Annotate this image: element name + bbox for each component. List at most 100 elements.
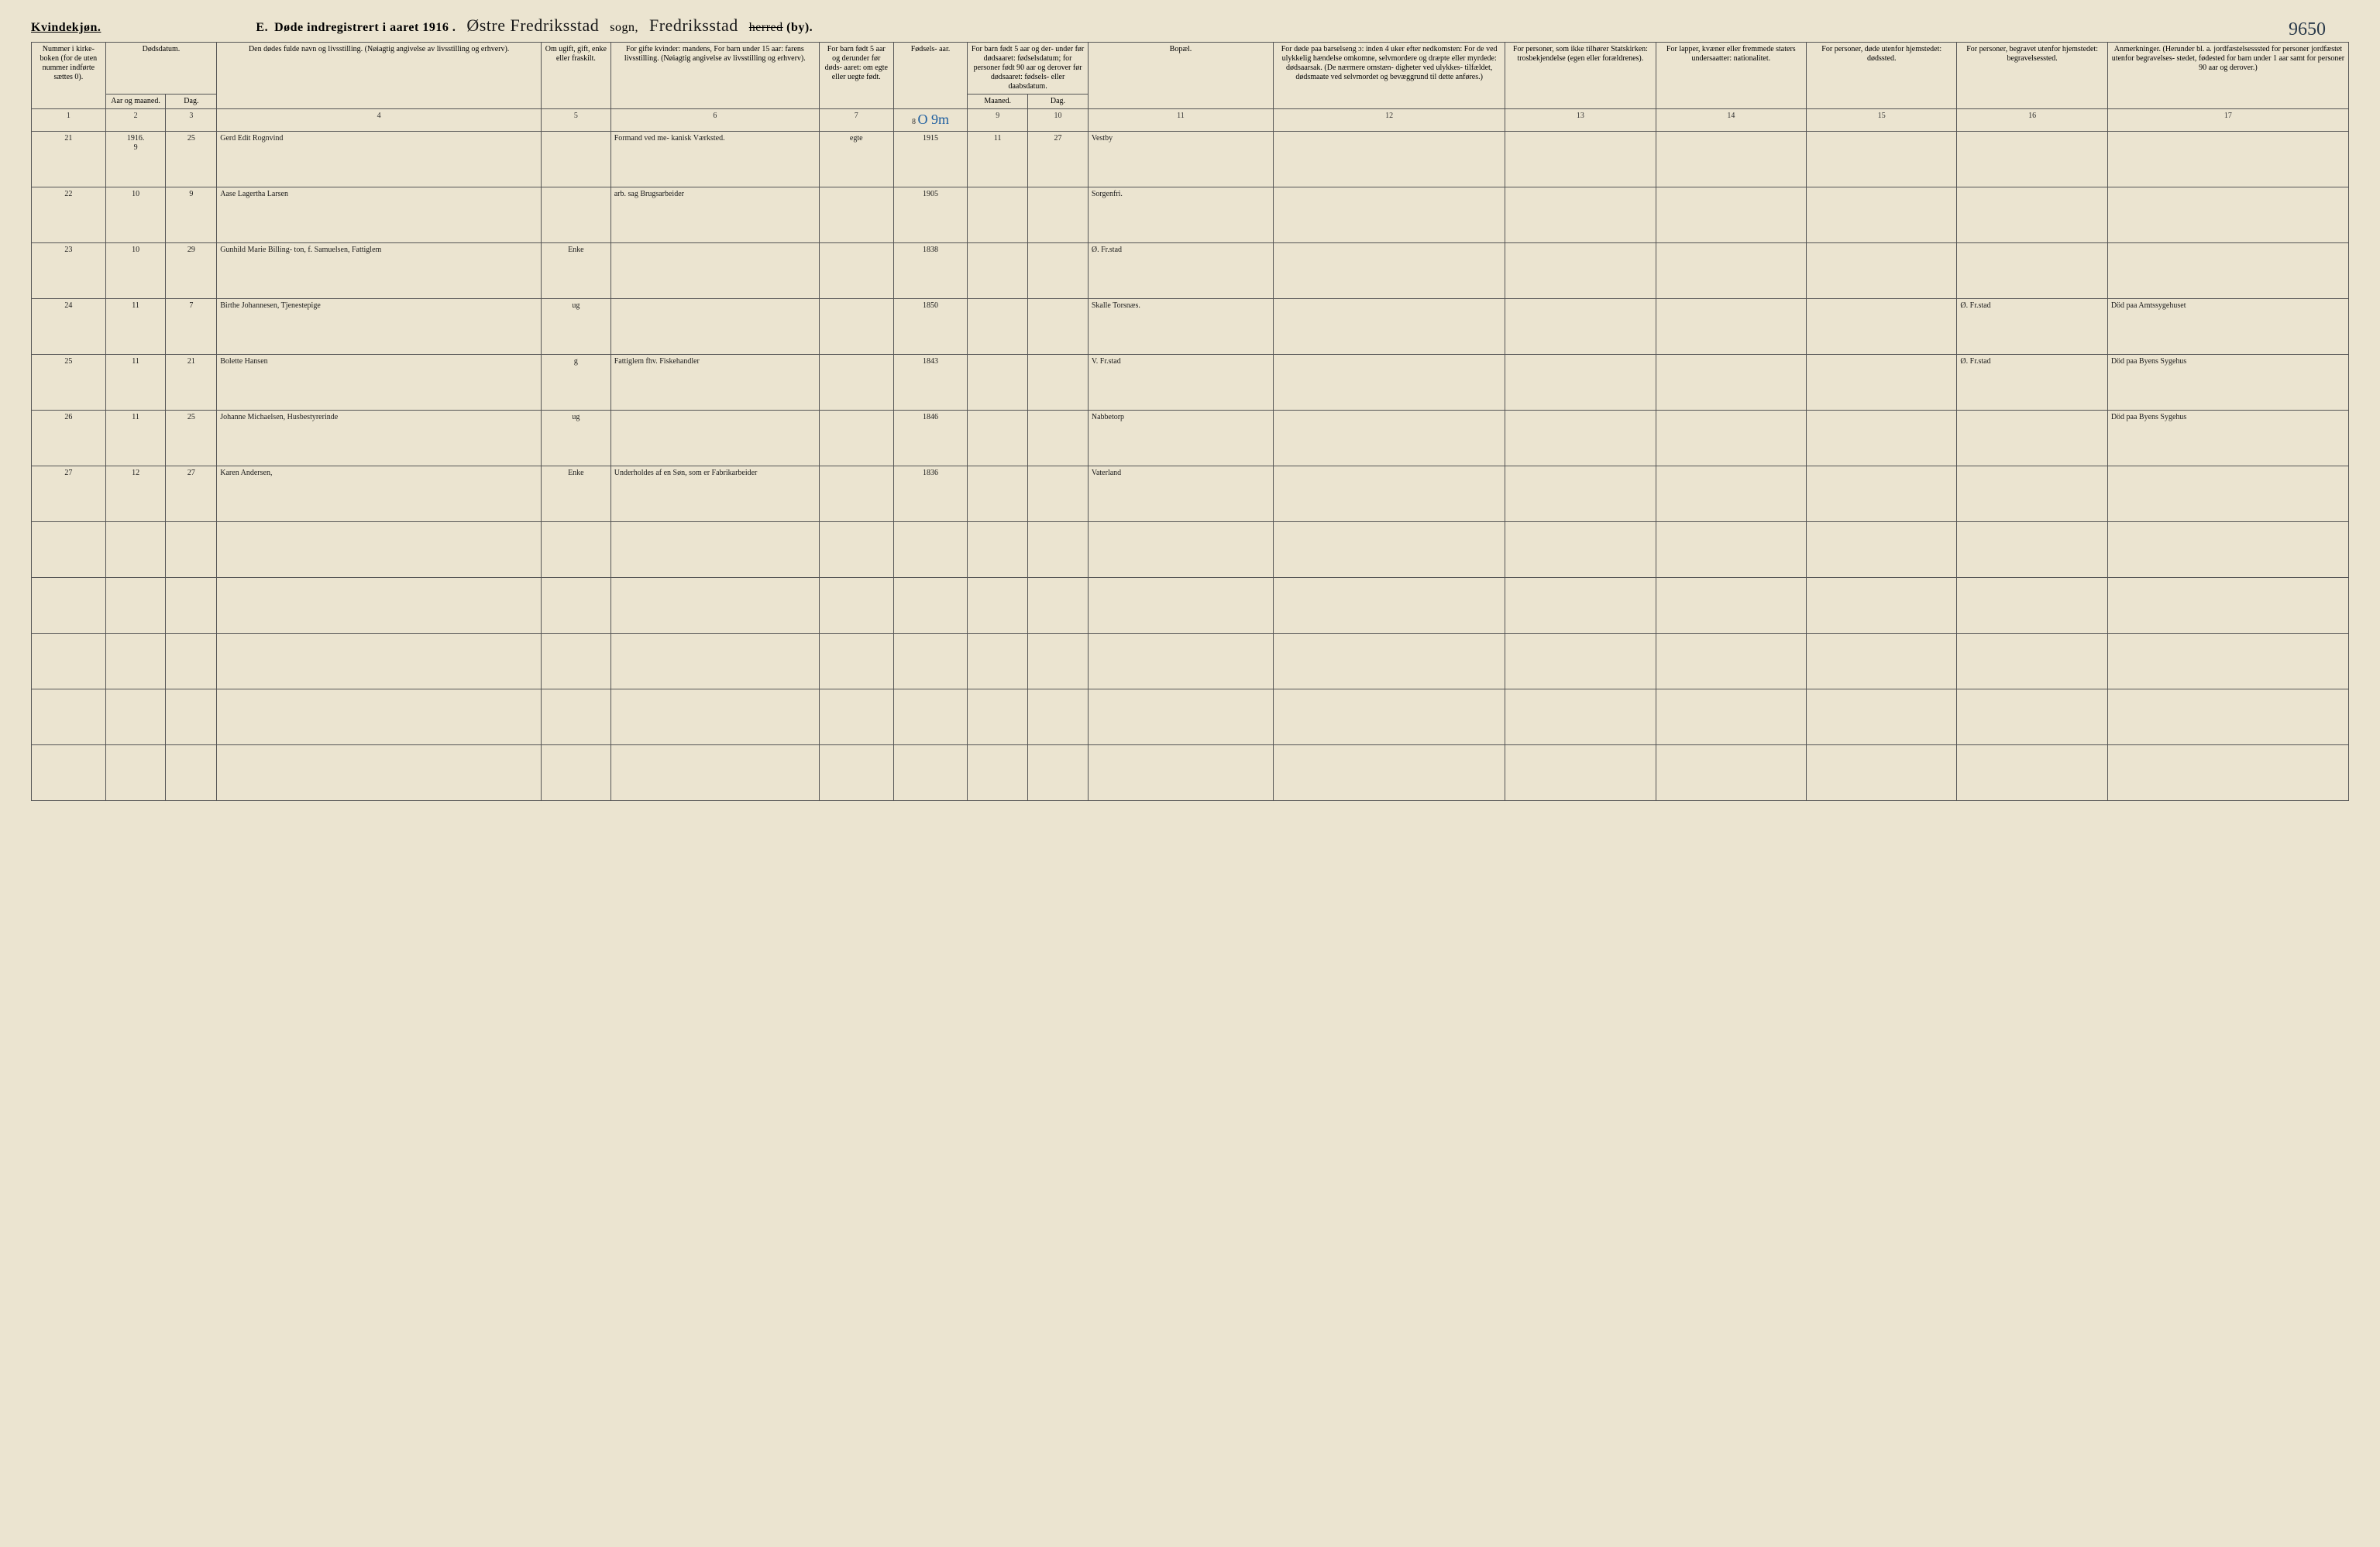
- cell-12: [1274, 131, 1505, 187]
- cell-empty: [1505, 744, 1656, 800]
- cell-empty: [2107, 689, 2348, 744]
- blue-annotation: O 9m: [917, 112, 949, 127]
- colnum: 16: [1957, 109, 2107, 132]
- col-header-7: For barn født 5 aar og derunder før døds…: [819, 43, 893, 109]
- title-text: Døde indregistrert i aaret 1916 .: [274, 21, 456, 35]
- table-row: 231029Gunhild Marie Billing- ton, f. Sam…: [32, 242, 2349, 298]
- cell-day: 25: [166, 131, 217, 187]
- table-row-empty: [32, 744, 2349, 800]
- cell-birthmonth: [968, 298, 1028, 354]
- cell-12: [1274, 466, 1505, 521]
- cell-bopel: Vestby: [1088, 131, 1273, 187]
- cell-17: [2107, 242, 2348, 298]
- cell-12: [1274, 410, 1505, 466]
- cell-13: [1505, 187, 1656, 242]
- cell-empty: [1088, 521, 1273, 577]
- cell-num: 21: [32, 131, 106, 187]
- cell-empty: [819, 633, 893, 689]
- cell-empty: [542, 577, 611, 633]
- cell-14: [1656, 354, 1806, 410]
- colnum: 1: [32, 109, 106, 132]
- table-row: 251121Bolette HansengFattiglem fhv. Fisk…: [32, 354, 2349, 410]
- colnum: 9: [968, 109, 1028, 132]
- cell-empty: [1274, 689, 1505, 744]
- cell-17: Död paa Byens Sygehus: [2107, 410, 2348, 466]
- cell-empty: [32, 744, 106, 800]
- cell-empty: [893, 744, 968, 800]
- colnum: 6: [610, 109, 819, 132]
- cell-legit: [819, 298, 893, 354]
- cell-occupation: Underholdes af en Søn, som er Fabrikarbe…: [610, 466, 819, 521]
- cell-empty: [1028, 521, 1089, 577]
- cell-16: [1957, 410, 2107, 466]
- cell-bopel: Ø. Fr.stad: [1088, 242, 1273, 298]
- cell-empty: [542, 689, 611, 744]
- cell-empty: [610, 633, 819, 689]
- cell-empty: [1656, 689, 1806, 744]
- cell-name: Aase Lagertha Larsen: [217, 187, 542, 242]
- cell-empty: [1807, 633, 1957, 689]
- cell-birthday: [1028, 187, 1089, 242]
- cell-num: 25: [32, 354, 106, 410]
- cell-bopel: Skalle Torsnæs.: [1088, 298, 1273, 354]
- cell-empty: [32, 577, 106, 633]
- cell-birthyear: 1838: [893, 242, 968, 298]
- cell-14: [1656, 466, 1806, 521]
- col-header-13: For personer, som ikke tilhører Statskir…: [1505, 43, 1656, 109]
- cell-16: [1957, 242, 2107, 298]
- cell-empty: [968, 744, 1028, 800]
- cell-month: 11: [105, 298, 166, 354]
- col-header-15: For personer, døde utenfor hjemstedet: d…: [1807, 43, 1957, 109]
- table-body: 211916.925Gerd Edit RognvindFormand ved …: [32, 131, 2349, 800]
- cell-occupation: [610, 242, 819, 298]
- cell-empty: [542, 744, 611, 800]
- cell-12: [1274, 187, 1505, 242]
- cell-empty: [1505, 633, 1656, 689]
- cell-occupation: [610, 410, 819, 466]
- cell-14: [1656, 242, 1806, 298]
- cell-empty: [1088, 577, 1273, 633]
- cell-occupation: Fattiglem fhv. Fiskehandler: [610, 354, 819, 410]
- col-header-12: For døde paa barselseng ɔ: inden 4 uker …: [1274, 43, 1505, 109]
- cell-num: 24: [32, 298, 106, 354]
- cell-empty: [105, 577, 166, 633]
- cell-birthmonth: [968, 187, 1028, 242]
- cell-empty: [610, 577, 819, 633]
- cell-legit: egte: [819, 131, 893, 187]
- cell-name: Gerd Edit Rognvind: [217, 131, 542, 187]
- cell-empty: [1807, 577, 1957, 633]
- cell-empty: [610, 744, 819, 800]
- cell-status: [542, 131, 611, 187]
- colnum: 5: [542, 109, 611, 132]
- cell-empty: [1274, 577, 1505, 633]
- herred-struck: herred: [749, 21, 783, 34]
- colnum: 12: [1274, 109, 1505, 132]
- cell-name: Bolette Hansen: [217, 354, 542, 410]
- col-header-2-top: Dødsdatum.: [105, 43, 217, 95]
- cell-empty: [2107, 633, 2348, 689]
- cell-17: [2107, 187, 2348, 242]
- cell-bopel: Vaterland: [1088, 466, 1273, 521]
- cell-empty: [217, 689, 542, 744]
- cell-empty: [2107, 577, 2348, 633]
- cell-month: 11: [105, 354, 166, 410]
- cell-birthyear: 1905: [893, 187, 968, 242]
- cell-birthmonth: 11: [968, 131, 1028, 187]
- cell-empty: [1505, 521, 1656, 577]
- cell-name: Gunhild Marie Billing- ton, f. Samuelsen…: [217, 242, 542, 298]
- cell-empty: [2107, 521, 2348, 577]
- cell-birthmonth: [968, 466, 1028, 521]
- cell-empty: [1028, 744, 1089, 800]
- page-header: Kvindekjøn. E. Døde indregistrert i aare…: [31, 15, 2349, 36]
- colnum: 17: [2107, 109, 2348, 132]
- cell-bopel: Sorgenfri.: [1088, 187, 1273, 242]
- cell-empty: [1957, 689, 2107, 744]
- cell-birthmonth: [968, 354, 1028, 410]
- cell-empty: [893, 577, 968, 633]
- cell-birthyear: 1836: [893, 466, 968, 521]
- cell-empty: [819, 521, 893, 577]
- cell-empty: [968, 577, 1028, 633]
- cell-empty: [105, 689, 166, 744]
- cell-month: 1916.9: [105, 131, 166, 187]
- cell-empty: [1028, 689, 1089, 744]
